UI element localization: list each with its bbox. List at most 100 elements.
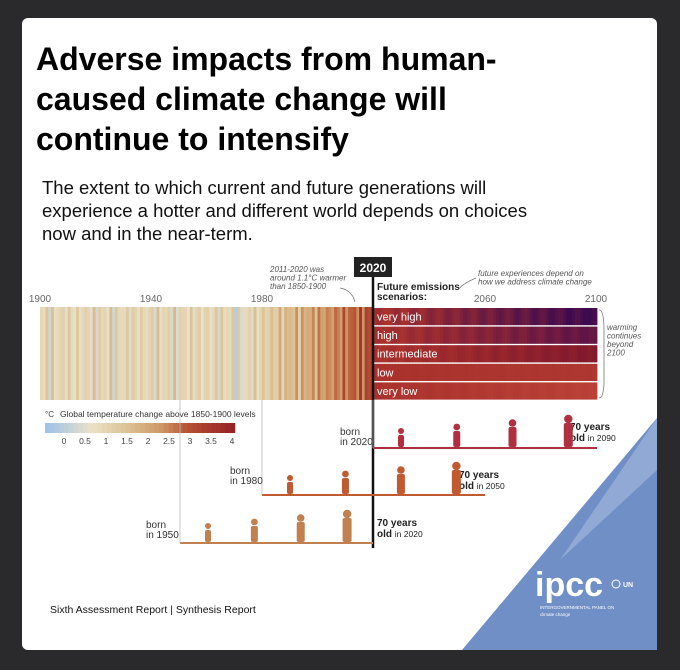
- scenario-stripe: [468, 363, 472, 381]
- figure-head: [296, 514, 305, 522]
- scenario-stripe: [543, 345, 547, 363]
- scenario-stripe: [417, 345, 421, 363]
- scenario-stripe: [538, 308, 542, 326]
- stripe: [153, 307, 157, 400]
- figure-body: [287, 482, 293, 494]
- old-word: old: [570, 433, 585, 444]
- scenario-stripe: [415, 308, 419, 326]
- figure-head: [287, 475, 293, 481]
- scenario-stripe: [485, 326, 489, 344]
- scenario-stripe: [518, 345, 522, 363]
- scenario-stripe: [406, 326, 410, 344]
- stripe: [73, 307, 77, 400]
- scenario-stripe: [546, 363, 550, 381]
- stripe: [248, 307, 252, 400]
- scenario-stripe: [527, 345, 531, 363]
- scenario-stripe: [482, 326, 486, 344]
- stripe: [209, 307, 213, 400]
- scenario-stripe: [490, 345, 494, 363]
- figure-head: [508, 419, 517, 427]
- legend-title: Global temperature change above 1850-190…: [60, 409, 256, 419]
- scenario-label: very high: [377, 312, 422, 324]
- scenario-stripe: [591, 363, 595, 381]
- scenario-stripe: [496, 363, 500, 381]
- legend-swatch: [211, 423, 217, 433]
- footer-report: Sixth Assessment Report | Synthesis Repo…: [50, 604, 256, 616]
- scenario-stripe: [510, 326, 514, 344]
- scenario-stripe: [585, 363, 589, 381]
- stripe: [106, 307, 110, 400]
- scenario-stripe: [434, 345, 438, 363]
- scenario-stripe: [468, 382, 472, 400]
- scenario-stripe: [504, 308, 508, 326]
- stripe: [253, 307, 257, 400]
- scenario-stripe: [487, 363, 491, 381]
- stripe: [214, 307, 218, 400]
- old-word: old: [459, 481, 474, 492]
- annotation: warming: [607, 323, 638, 332]
- figure-body: [453, 431, 461, 447]
- scenario-stripe: [454, 382, 458, 400]
- scenario-stripe: [493, 382, 497, 400]
- scenario-stripe: [395, 345, 399, 363]
- scenario-stripe: [552, 363, 556, 381]
- scenario-stripe: [499, 382, 503, 400]
- scenario-stripe: [440, 363, 444, 381]
- legend-tick: 3: [188, 436, 193, 446]
- scenario-stripe: [423, 308, 427, 326]
- stripe: [353, 307, 357, 400]
- scenario-stripe: [401, 363, 405, 381]
- legend-swatch: [154, 423, 160, 433]
- stripe: [359, 307, 363, 400]
- scenario-stripe: [577, 382, 581, 400]
- legend-swatch: [49, 423, 55, 433]
- stripe: [281, 307, 285, 400]
- scenario-stripe: [429, 308, 433, 326]
- scenario-stripe: [462, 308, 466, 326]
- stripe: [345, 307, 349, 400]
- stripe: [267, 307, 271, 400]
- scenario-stripe: [571, 326, 575, 344]
- scenario-stripe: [560, 363, 564, 381]
- scenario-stripe: [588, 308, 592, 326]
- legend-swatch: [102, 423, 107, 433]
- scenario-stripe: [555, 382, 559, 400]
- scenario-stripe: [468, 345, 472, 363]
- scenario-stripe: [479, 382, 483, 400]
- legend-swatch: [163, 423, 169, 433]
- scenario-stripe: [487, 308, 491, 326]
- scenario-stripe: [549, 382, 553, 400]
- old-word: old: [377, 529, 392, 540]
- legend-swatch: [216, 423, 221, 433]
- scenario-stripe: [459, 326, 463, 344]
- stripe: [286, 307, 291, 400]
- scenario-stripe: [373, 382, 377, 400]
- legend-unit: °C: [45, 410, 54, 419]
- legend-swatch: [68, 423, 74, 433]
- scenario-stripe: [507, 382, 511, 400]
- figure-head: [205, 523, 211, 529]
- legend-swatch: [178, 423, 183, 433]
- scenario-stripe: [443, 382, 447, 400]
- scenario-stripe: [445, 345, 449, 363]
- scenario-stripe: [403, 363, 407, 381]
- born-year: in 1950: [146, 530, 179, 541]
- scenario-stripe: [381, 382, 385, 400]
- scenario-stripe: [515, 363, 519, 381]
- stripe: [311, 307, 316, 400]
- scenario-stripe: [574, 363, 578, 381]
- scenario-stripe: [574, 308, 578, 326]
- scenario-stripe: [560, 308, 564, 326]
- born-label: born: [340, 427, 360, 438]
- legend-tick: 2.5: [163, 436, 175, 446]
- scenario-stripe: [459, 382, 463, 400]
- legend-swatch: [116, 423, 122, 433]
- scenario-stripe: [457, 326, 461, 344]
- scenario-stripe: [409, 308, 413, 326]
- figure-body: [398, 435, 404, 447]
- stripe: [48, 307, 52, 400]
- scenario-stripe: [462, 345, 466, 363]
- scenario-stripe: [420, 326, 424, 344]
- scenario-stripe: [577, 363, 581, 381]
